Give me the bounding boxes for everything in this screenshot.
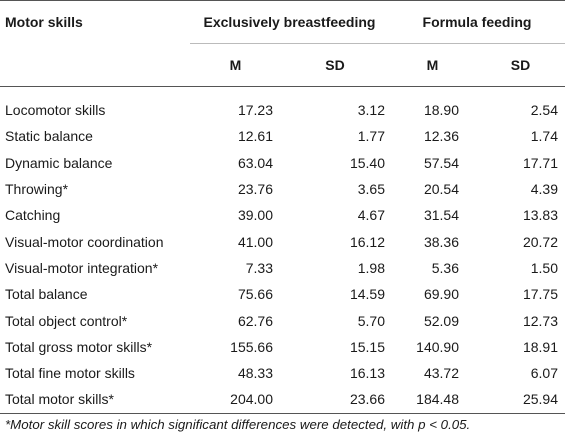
value-cell: 25.94 [476, 386, 565, 414]
row-label: Total motor skills* [0, 386, 190, 414]
value-cell: 39.00 [237, 207, 273, 224]
value-cell: 155.66 [230, 338, 273, 355]
value-cell: 62.76 [237, 312, 273, 329]
header-row-stats: M SD M SD [0, 43, 565, 87]
row-label-header: Motor skills [5, 14, 83, 31]
table-body: Locomotor skills 17.23 3.12 18.90 2.54 Static… [0, 87, 565, 414]
value-cell: 5.36 [431, 259, 459, 276]
value-cell: 20.72 [522, 233, 558, 250]
value-cell: 1.50 [530, 259, 558, 276]
value-cell: 17.71 [522, 154, 558, 171]
header-row-groups: Motor skills Exclusively breastfeeding F… [0, 0, 565, 44]
row-label: Total object control* [5, 312, 128, 329]
row-label: Catching [5, 207, 61, 224]
value-cell: 204.00 [190, 386, 281, 414]
value-cell: 18.90 [423, 102, 459, 119]
row-label: Total balance [5, 286, 88, 303]
value-cell: 75.66 [237, 286, 273, 303]
value-cell: 6.07 [530, 365, 558, 382]
value-cell: 31.54 [423, 207, 459, 224]
value-cell: 18.91 [522, 338, 558, 355]
value-cell: 4.67 [357, 207, 385, 224]
value-cell: 13.83 [522, 207, 558, 224]
value-cell: 48.33 [237, 365, 273, 382]
motor-skills-table: Motor skills Exclusively breastfeeding F… [0, 0, 565, 414]
row-label: Total gross motor skills* [5, 338, 153, 355]
value-cell: 3.65 [357, 181, 385, 198]
value-cell: 69.90 [423, 286, 459, 303]
value-cell: 57.54 [423, 154, 459, 171]
value-cell: 5.70 [357, 312, 385, 329]
value-cell: 1.74 [530, 128, 558, 145]
value-cell: 17.23 [237, 102, 273, 119]
row-label: Dynamic balance [5, 154, 113, 171]
subheader-sd-formula: SD [476, 43, 565, 87]
subheader-m-breastfeeding: M [190, 43, 281, 87]
row-label: Visual-motor integration* [5, 259, 159, 276]
table-footnote: *Motor skill scores in which significant… [5, 417, 471, 432]
value-cell: 17.75 [522, 286, 558, 303]
table-row: Dynamic balance 63.04 15.40 57.54 17.71 [0, 150, 565, 176]
group-header-formula: Formula feeding [389, 0, 565, 44]
value-cell: 4.39 [530, 181, 558, 198]
value-cell: 12.73 [522, 312, 558, 329]
table-row: Throwing* 23.76 3.65 20.54 4.39 [0, 176, 565, 202]
subheader-sd-breastfeeding: SD [281, 43, 389, 87]
table-row: Total fine motor skills 48.33 16.13 43.72 6.… [0, 360, 565, 386]
table-row: Catching 39.00 4.67 31.54 13.83 [0, 202, 565, 228]
value-cell: 16.12 [349, 233, 385, 250]
subheader-m-formula: M [389, 43, 476, 87]
empty-header-cell [0, 43, 190, 87]
table-row: Total balance 75.66 14.59 69.90 17.75 [0, 281, 565, 307]
value-cell: 1.98 [357, 259, 385, 276]
table-row: Visual-motor coordination 41.00 16.12 38.36… [0, 228, 565, 254]
row-label: Throwing* [5, 181, 69, 198]
value-cell: 1.77 [357, 128, 385, 145]
row-label: Total fine motor skills [5, 365, 135, 382]
value-cell: 52.09 [423, 312, 459, 329]
value-cell: 7.33 [245, 259, 273, 276]
value-cell: 15.15 [349, 338, 385, 355]
row-label: Locomotor skills [5, 102, 106, 119]
value-cell: 43.72 [423, 365, 459, 382]
value-cell: 20.54 [423, 181, 459, 198]
value-cell: 3.12 [357, 102, 385, 119]
table-row: Total object control* 62.76 5.70 52.09 12.73 [0, 307, 565, 333]
value-cell: 15.40 [349, 154, 385, 171]
value-cell: 12.36 [423, 128, 459, 145]
table-row: Total motor skills* 204.00 23.66 184.48 25.9… [0, 386, 565, 414]
value-cell: 23.66 [281, 386, 389, 414]
group-header-breastfeeding: Exclusively breastfeeding [190, 0, 389, 44]
value-cell: 140.90 [416, 338, 459, 355]
spacer-row [0, 87, 565, 98]
value-cell: 23.76 [237, 181, 273, 198]
table-row: Static balance 12.61 1.77 12.36 1.74 [0, 123, 565, 149]
value-cell: 16.13 [349, 365, 385, 382]
value-cell: 12.61 [237, 128, 273, 145]
value-cell: 14.59 [349, 286, 385, 303]
value-cell: 63.04 [237, 154, 273, 171]
table-row: Locomotor skills 17.23 3.12 18.90 2.54 [0, 97, 565, 123]
row-label: Static balance [5, 128, 93, 145]
value-cell: 184.48 [389, 386, 476, 414]
value-cell: 38.36 [423, 233, 459, 250]
table-row: Total gross motor skills* 155.66 15.15 140.… [0, 334, 565, 360]
row-label: Visual-motor coordination [5, 233, 164, 250]
value-cell: 2.54 [530, 102, 558, 119]
table-row: Visual-motor integration* 7.33 1.98 5.36 1.5… [0, 255, 565, 281]
value-cell: 41.00 [237, 233, 273, 250]
